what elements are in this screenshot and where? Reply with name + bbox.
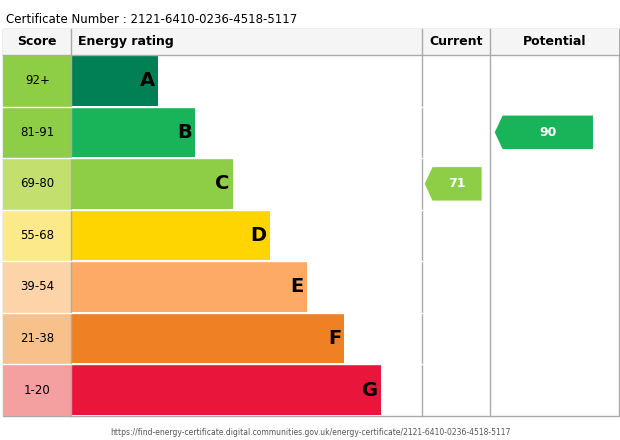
Bar bbox=[71, 56, 158, 106]
Text: Potential: Potential bbox=[523, 35, 586, 48]
Text: 1-20: 1-20 bbox=[24, 384, 51, 396]
Bar bbox=[3, 55, 71, 106]
Text: Score: Score bbox=[17, 35, 57, 48]
Text: G: G bbox=[362, 381, 378, 400]
Text: 71: 71 bbox=[448, 177, 466, 191]
Text: 81-91: 81-91 bbox=[20, 126, 55, 139]
Text: 21-38: 21-38 bbox=[20, 332, 55, 345]
Text: https://find-energy-certificate.digital.communities.gov.uk/energy-certificate/21: https://find-energy-certificate.digital.… bbox=[110, 428, 510, 436]
Text: Energy rating: Energy rating bbox=[78, 35, 173, 48]
Bar bbox=[3, 106, 71, 158]
Text: 39-54: 39-54 bbox=[20, 280, 55, 293]
Polygon shape bbox=[495, 116, 593, 149]
Text: Certificate Number : 2121-6410-0236-4518-5117: Certificate Number : 2121-6410-0236-4518… bbox=[6, 13, 298, 26]
Bar bbox=[3, 158, 71, 209]
Text: Current: Current bbox=[429, 35, 482, 48]
Text: E: E bbox=[291, 278, 304, 297]
Text: C: C bbox=[215, 174, 229, 193]
Text: A: A bbox=[140, 71, 155, 90]
Bar bbox=[3, 364, 71, 416]
Text: 69-80: 69-80 bbox=[20, 177, 55, 191]
Polygon shape bbox=[425, 167, 482, 201]
Bar bbox=[71, 210, 270, 260]
Text: B: B bbox=[177, 123, 192, 142]
Bar bbox=[71, 314, 344, 363]
Bar bbox=[71, 159, 232, 209]
Text: D: D bbox=[250, 226, 267, 245]
Bar bbox=[71, 107, 195, 157]
Bar bbox=[71, 365, 381, 415]
Text: 90: 90 bbox=[539, 126, 556, 139]
Bar bbox=[3, 313, 71, 364]
Bar bbox=[3, 29, 619, 416]
Text: F: F bbox=[328, 329, 341, 348]
Bar bbox=[71, 262, 307, 312]
Text: 92+: 92+ bbox=[25, 74, 50, 87]
Bar bbox=[3, 29, 619, 55]
Text: 55-68: 55-68 bbox=[20, 229, 54, 242]
Bar bbox=[3, 261, 71, 313]
Bar bbox=[3, 209, 71, 261]
